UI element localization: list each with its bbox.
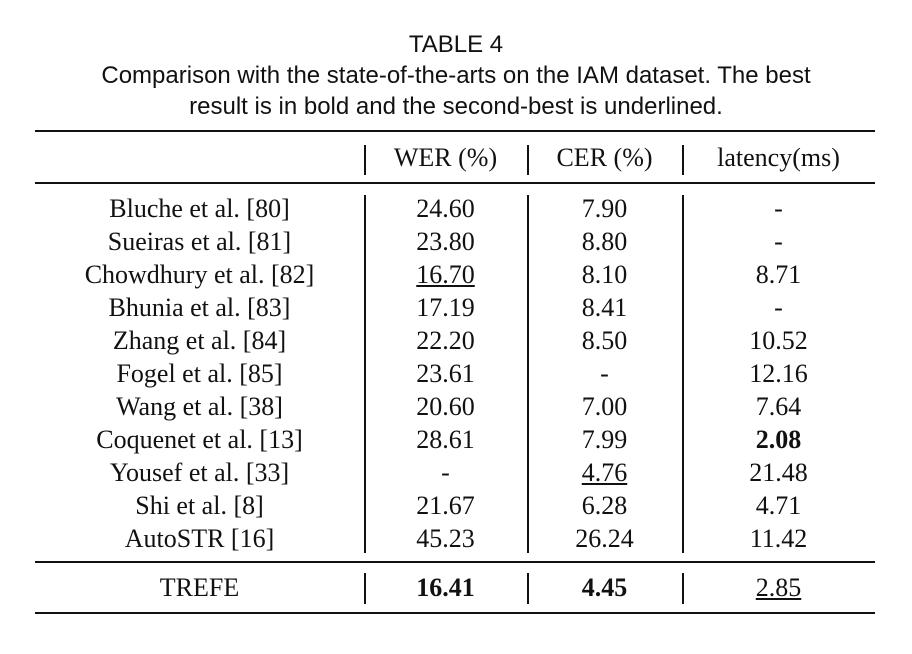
- table-row: Shi et al. [8] 21.67 6.28 4.71: [35, 489, 875, 522]
- value-cell: 4.45: [581, 573, 628, 602]
- column-separator: [364, 145, 366, 175]
- value-cell: 21.67: [416, 490, 475, 520]
- method-cell: Coquenet et al. [13]: [96, 424, 303, 454]
- column-separator: [682, 573, 684, 604]
- value-cell: 2.08: [755, 424, 802, 454]
- header-cell: latency(ms): [717, 143, 840, 172]
- table-row: Zhang et al. [84] 22.20 8.50 10.52: [35, 324, 875, 357]
- value-cell: -: [774, 193, 783, 223]
- value-cell: 8.50: [581, 325, 628, 355]
- column-separator: [364, 195, 366, 553]
- value-cell: 11.42: [749, 523, 808, 553]
- method-cell: AutoSTR [16]: [124, 523, 275, 553]
- method-cell: Chowdhury et al. [82]: [84, 259, 315, 289]
- method-cell: Yousef et al. [33]: [109, 457, 290, 487]
- value-cell: 28.61: [416, 424, 475, 454]
- value-cell: -: [774, 292, 783, 322]
- column-separator: [527, 195, 529, 553]
- value-cell: 10.52: [749, 325, 808, 355]
- method-cell: Wang et al. [38]: [116, 391, 283, 421]
- value-cell: 22.20: [416, 325, 475, 355]
- bottom-rule: [35, 612, 875, 614]
- table-label: TABLE 4: [408, 31, 504, 58]
- column-separator: [682, 145, 684, 175]
- table-row: TREFE 16.41 4.45 2.85: [35, 571, 875, 604]
- table-row: Bluche et al. [80] 24.60 7.90 -: [35, 192, 875, 225]
- value-cell: 7.00: [581, 391, 628, 421]
- table-row: Chowdhury et al. [82] 16.70 8.10 8.71: [35, 258, 875, 291]
- value-cell: 23.61: [416, 358, 475, 388]
- value-cell: -: [441, 457, 450, 487]
- value-cell: 24.60: [416, 193, 475, 223]
- column-separator: [527, 573, 529, 604]
- value-cell: 7.99: [581, 424, 628, 454]
- column-separator: [364, 573, 366, 604]
- value-cell: 4.76: [581, 457, 628, 487]
- method-cell: TREFE: [159, 573, 240, 602]
- table-row: Yousef et al. [33] - 4.76 21.48: [35, 456, 875, 489]
- column-separator: [682, 195, 684, 553]
- value-cell: 8.71: [755, 259, 802, 289]
- value-cell: -: [774, 226, 783, 256]
- value-cell: 12.16: [749, 358, 808, 388]
- value-cell: 16.70: [416, 259, 475, 289]
- method-cell: Fogel et al. [85]: [116, 358, 283, 388]
- value-cell: 7.90: [581, 193, 628, 223]
- table-row: Fogel et al. [85] 23.61 - 12.16: [35, 357, 875, 390]
- value-cell: 23.80: [416, 226, 475, 256]
- top-rule: [35, 130, 875, 132]
- value-cell: 8.80: [581, 226, 628, 256]
- value-cell: 2.85: [755, 573, 802, 602]
- table-row: Sueiras et al. [81] 23.80 8.80 -: [35, 225, 875, 258]
- value-cell: 4.71: [755, 490, 802, 520]
- value-cell: 45.23: [416, 523, 475, 553]
- value-cell: 20.60: [416, 391, 475, 421]
- table-row: Bhunia et al. [83] 17.19 8.41 -: [35, 291, 875, 324]
- method-cell: Shi et al. [8]: [135, 490, 264, 520]
- value-cell: 26.24: [575, 523, 634, 553]
- method-cell: Sueiras et al. [81]: [107, 226, 292, 256]
- header-cell: WER (%): [393, 143, 498, 172]
- value-cell: 17.19: [416, 292, 475, 322]
- method-cell: Bhunia et al. [83]: [108, 292, 291, 322]
- column-separator: [527, 145, 529, 175]
- table-row: Coquenet et al. [13] 28.61 7.99 2.08: [35, 423, 875, 456]
- mid-rule: [35, 182, 875, 184]
- caption-line: result is in bold and the second-best is…: [189, 93, 723, 120]
- method-cell: Bluche et al. [80]: [109, 193, 290, 223]
- value-cell: 16.41: [416, 573, 475, 602]
- mid-rule: [35, 561, 875, 563]
- method-cell: Zhang et al. [84]: [112, 325, 287, 355]
- value-cell: 8.41: [581, 292, 628, 322]
- value-cell: 6.28: [581, 490, 628, 520]
- value-cell: 21.48: [749, 457, 808, 487]
- value-cell: 8.10: [581, 259, 628, 289]
- caption-line: Comparison with the state-of-the-arts on…: [101, 62, 811, 89]
- value-cell: 7.64: [755, 391, 802, 421]
- header-row: WER (%) CER (%) latency(ms): [35, 141, 875, 174]
- value-cell: -: [600, 358, 609, 388]
- table-row: AutoSTR [16] 45.23 26.24 11.42: [35, 522, 875, 555]
- header-cell: CER (%): [556, 143, 653, 172]
- table-row: Wang et al. [38] 20.60 7.00 7.64: [35, 390, 875, 423]
